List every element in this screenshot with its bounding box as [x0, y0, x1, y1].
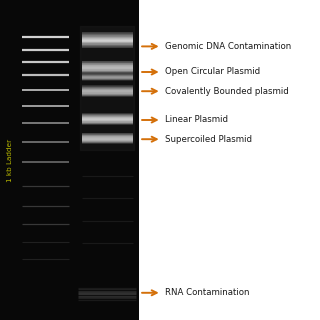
Text: Linear Plasmid: Linear Plasmid: [165, 116, 228, 124]
Text: RNA Contamination: RNA Contamination: [165, 288, 249, 297]
Text: Supercoiled Plasmid: Supercoiled Plasmid: [165, 135, 252, 144]
Text: 1 kb Ladder: 1 kb Ladder: [7, 139, 13, 181]
Text: Open Circular Plasmid: Open Circular Plasmid: [165, 68, 260, 76]
Bar: [0, 0, 139, 320]
Text: Genomic DNA Contamination: Genomic DNA Contamination: [165, 42, 291, 51]
Text: Covalently Bounded plasmid: Covalently Bounded plasmid: [165, 87, 289, 96]
